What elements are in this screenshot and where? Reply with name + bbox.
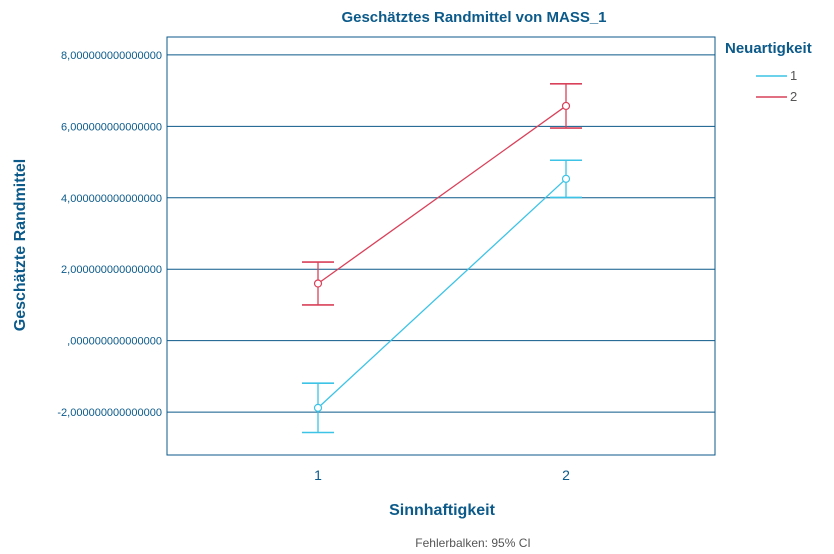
y-tick-label-5: -2,000000000000000 bbox=[57, 407, 162, 419]
marker-1-0 bbox=[313, 403, 323, 412]
marker-2-1 bbox=[561, 101, 571, 111]
series-group bbox=[302, 83, 582, 434]
y-tick-label-1: 6,000000000000000 bbox=[61, 121, 162, 133]
series-2-line bbox=[317, 105, 567, 285]
series-1 bbox=[302, 159, 582, 434]
plot-area-border bbox=[166, 36, 716, 456]
y-tick-label-2: 4,000000000000000 bbox=[61, 193, 162, 205]
y-tick-label-3: 2,000000000000000 bbox=[61, 264, 162, 276]
y-axis-title: Geschätzte Randmittel bbox=[12, 159, 29, 331]
plot-frame bbox=[166, 36, 716, 456]
grid-lines bbox=[167, 54, 715, 413]
error-bar-footnote: Fehlerbalken: 95% CI bbox=[415, 536, 530, 550]
legend-label-1: 1 bbox=[790, 68, 797, 83]
y-tick-label-0: 8,000000000000000 bbox=[61, 50, 162, 62]
series-2 bbox=[302, 83, 582, 306]
chart-title: Geschätztes Randmittel von MASS_1 bbox=[341, 9, 606, 26]
series-1-line bbox=[317, 178, 567, 409]
y-tick-label-4: ,000000000000000 bbox=[67, 336, 162, 348]
x-tick-label-1: 2 bbox=[562, 467, 570, 483]
legend-title: Neuartigkeit bbox=[725, 40, 812, 57]
y-axis-ticks: 8,000000000000000 6,000000000000000 4,0000… bbox=[57, 50, 162, 419]
legend-label-2: 2 bbox=[790, 89, 797, 104]
legend: 12 bbox=[756, 68, 797, 104]
x-tick-label-0: 1 bbox=[314, 467, 322, 483]
marker-2-0 bbox=[313, 279, 323, 288]
marker-1-1 bbox=[561, 174, 571, 183]
x-axis-title: Sinnhaftigkeit bbox=[389, 502, 495, 519]
